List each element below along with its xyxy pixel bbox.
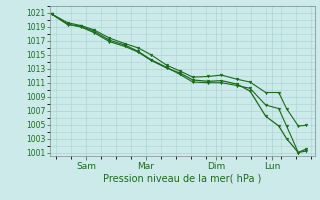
X-axis label: Pression niveau de la mer( hPa ): Pression niveau de la mer( hPa ) bbox=[103, 173, 261, 183]
